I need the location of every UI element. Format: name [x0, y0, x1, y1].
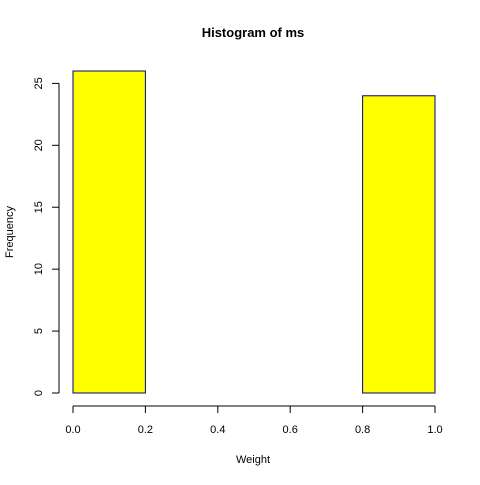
y-tick-label-1: 0	[33, 390, 45, 396]
x-tick-label-6: 1.0	[427, 424, 442, 436]
x-tick-label-3: 0.4	[210, 424, 225, 436]
x-axis: 0.0 0.2 0.4 0.6 0.8 1.0	[65, 405, 443, 436]
y-tick-label-3: 10	[33, 263, 45, 275]
chart-title: Histogram of ms	[202, 25, 305, 40]
y-tick-label-4: 15	[33, 201, 45, 213]
x-tick-label-2: 0.2	[138, 424, 153, 436]
histogram-bar-5	[362, 95, 436, 394]
x-tick-label-1: 0.0	[65, 424, 80, 436]
y-tick-label-6: 25	[33, 77, 45, 89]
y-tick-label-5: 20	[33, 139, 45, 151]
y-axis-label: Frequency	[4, 206, 16, 258]
bars-layer	[72, 70, 436, 394]
x-tick-label-4: 0.6	[283, 424, 298, 436]
y-axis: 0 5 10 15 20 25	[33, 77, 60, 396]
x-tick-label-5: 0.8	[355, 424, 370, 436]
x-axis-label: Weight	[236, 454, 270, 466]
histogram-bar-1	[72, 70, 146, 394]
y-tick-label-2: 5	[33, 328, 45, 334]
